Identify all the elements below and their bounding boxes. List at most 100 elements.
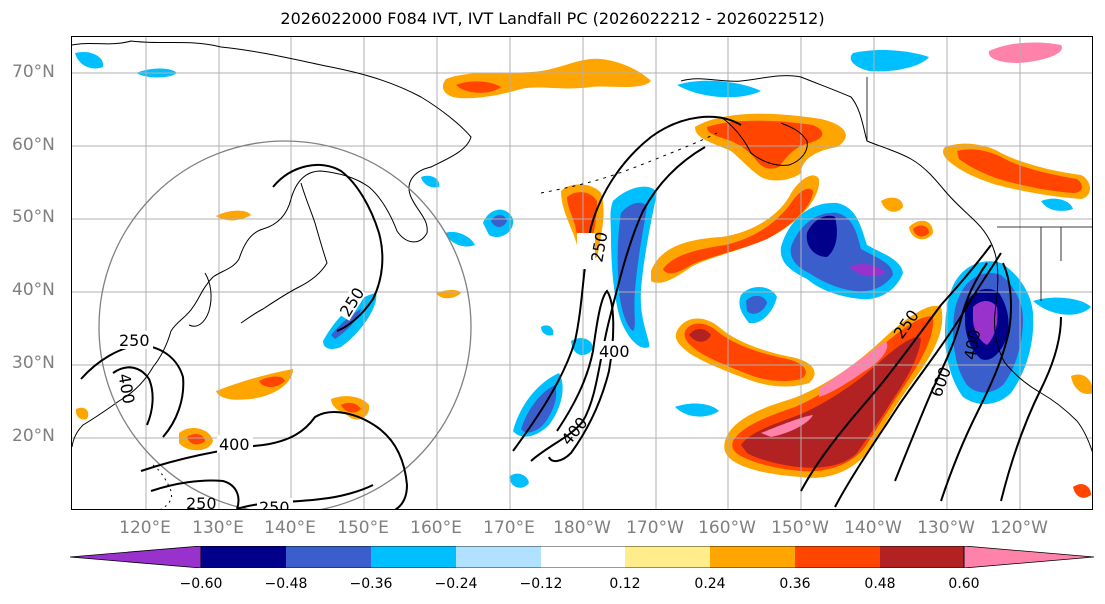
positive-anomaly-region: [913, 225, 929, 237]
colorbar-swatch: [880, 546, 964, 568]
map-title: 2026022000 F084 IVT, IVT Landfall PC (20…: [280, 9, 825, 28]
contour-label: 400: [219, 435, 250, 454]
ivt-contour-250: [272, 164, 384, 332]
north-america-coastline: [680, 75, 1092, 453]
colorbar-tick: 0.60: [948, 576, 980, 592]
contour-label: 250: [119, 331, 150, 350]
positive-anomaly-region: [881, 197, 903, 212]
negative-anomaly-region: [571, 338, 593, 356]
ivt-contour-400: [940, 262, 1012, 502]
colorbar-swatch: [795, 546, 880, 568]
colorbar-swatch: [371, 546, 456, 568]
lon-label-140e: 140°E: [264, 518, 316, 538]
positive-anomaly-region: [684, 323, 806, 381]
contour-label: 250: [259, 498, 290, 510]
positive-anomaly-region: [819, 341, 888, 397]
positive-anomaly-region: [456, 81, 501, 93]
negative-anomaly-region: [445, 231, 475, 247]
colorbar-tick: 0.12: [609, 576, 641, 592]
negative-anomaly-region: [1041, 198, 1073, 211]
lon-label-180w: 180°W: [553, 518, 611, 538]
alaska-coastline: [720, 116, 808, 166]
positive-anomaly-region: [689, 329, 711, 342]
colorbar-swatch: [456, 546, 541, 568]
lat-label-70n: 70°N: [12, 62, 55, 82]
colorbar-swatch: [286, 546, 371, 568]
coastlines: [72, 40, 1092, 509]
ivt-contour-250: [80, 343, 185, 438]
colorbar-tick: −0.60: [179, 576, 223, 592]
negative-anomaly-region: [973, 301, 998, 345]
ivt-contour-250: [140, 411, 409, 509]
colorbar-extend-max: [963, 546, 1095, 568]
colorbar-extend-min: [70, 546, 202, 568]
colorbar-tick: 0.36: [779, 576, 811, 592]
ivt-filled-contours: [75, 42, 1092, 498]
lon-label-120w: 120°W: [990, 518, 1048, 538]
asia-coastline: [72, 40, 472, 448]
negative-anomaly-region: [75, 51, 104, 69]
negative-anomaly-region: [541, 325, 554, 336]
colorbar-tick: −0.24: [434, 576, 478, 592]
colorbar-swatch: [541, 546, 625, 568]
lon-label-150w: 150°W: [771, 518, 829, 538]
lat-label-60n: 60°N: [12, 135, 55, 155]
colorbar-tick: 0.24: [694, 576, 726, 592]
island-chain: [152, 464, 172, 509]
lat-label-50n: 50°N: [12, 207, 55, 227]
positive-anomaly-region: [75, 407, 89, 420]
range-circle: [98, 140, 472, 509]
negative-anomaly-region: [746, 295, 767, 314]
positive-anomaly-region: [1071, 374, 1092, 394]
colorbar-swatch: [710, 546, 795, 568]
colorbar-swatch: [625, 546, 710, 568]
positive-anomaly-region: [436, 290, 461, 299]
positive-anomaly-region: [216, 210, 251, 221]
contour-label: 250: [186, 494, 217, 510]
positive-anomaly-region: [216, 369, 293, 400]
negative-anomaly-region: [988, 42, 1062, 63]
ivt-contour-250: [1000, 316, 1062, 502]
ivt-contour-250: [512, 115, 742, 452]
lon-label-120e: 120°E: [119, 518, 171, 538]
lon-label-160w: 160°W: [698, 518, 756, 538]
map-canvas: 250 400 250 400 250 250 250 400 400 250 …: [72, 37, 1092, 510]
positive-anomaly-region: [1073, 484, 1091, 498]
colorbar-swatch: [201, 546, 286, 568]
negative-anomaly-region: [1033, 297, 1091, 315]
positive-anomaly-region: [341, 402, 361, 413]
lon-label-160e: 160°E: [410, 518, 462, 538]
lon-label-170w: 170°W: [626, 518, 684, 538]
positive-anomaly-region: [707, 120, 823, 169]
lat-label-30n: 30°N: [12, 353, 55, 373]
state-borders: [866, 77, 1092, 301]
negative-anomaly-region: [850, 50, 929, 72]
lon-label-140w: 140°W: [844, 518, 902, 538]
aleutian-islands: [540, 132, 718, 194]
ivt-contour-400: [834, 252, 1002, 508]
ivt-contour-250: [530, 146, 706, 462]
lon-label-130e: 130°E: [192, 518, 244, 538]
ivt-contour-250: [800, 244, 992, 492]
negative-anomaly-region: [675, 403, 719, 417]
negative-anomaly-region: [491, 215, 507, 227]
lat-label-20n: 20°N: [12, 426, 55, 446]
positive-anomaly-region: [957, 149, 1082, 193]
lon-label-150e: 150°E: [337, 518, 389, 538]
ivt-contour-400: [150, 479, 240, 509]
contour-label: 250: [587, 230, 611, 263]
map-panel: 250 400 250 400 250 250 250 400 400 250 …: [71, 36, 1093, 510]
colorbar: [70, 546, 1095, 568]
colorbar-tick: −0.36: [349, 576, 393, 592]
negative-anomaly-region: [806, 215, 837, 257]
negative-anomaly-region: [521, 385, 557, 433]
colorbar-tick: −0.48: [264, 576, 308, 592]
lon-label-130w: 130°W: [917, 518, 975, 538]
negative-anomaly-region: [331, 309, 361, 339]
negative-anomaly-region: [849, 264, 885, 277]
positive-anomaly-region: [741, 337, 921, 468]
lat-label-40n: 40°N: [12, 280, 55, 300]
negative-anomaly-region: [617, 202, 647, 331]
positive-anomaly-region: [761, 415, 813, 437]
colorbar-tick: −0.12: [519, 576, 563, 592]
